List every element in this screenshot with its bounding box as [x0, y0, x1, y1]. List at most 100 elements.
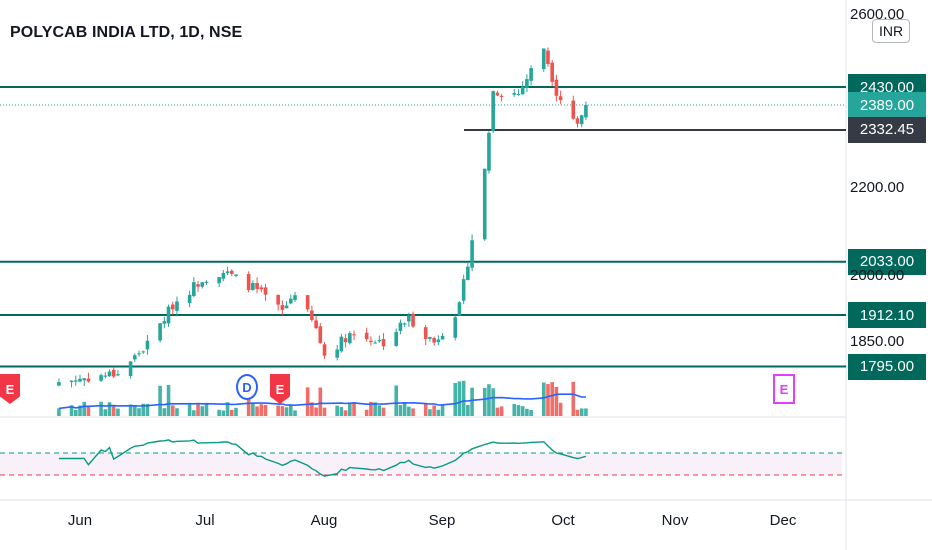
- volume-bar: [499, 406, 504, 416]
- volume-bar: [116, 408, 120, 416]
- volume-bar: [440, 405, 445, 416]
- volume-bar: [141, 403, 146, 416]
- candle-body: [339, 336, 344, 352]
- candle-body: [111, 369, 116, 377]
- volume-bar: [204, 403, 209, 416]
- price-axis-top-label: 2600.00: [850, 6, 905, 23]
- volume-bar: [133, 406, 137, 416]
- candle-body: [69, 380, 74, 383]
- volume-bars: [57, 380, 588, 416]
- candle-body: [453, 317, 458, 338]
- candle-body: [487, 132, 491, 171]
- volume-bar: [289, 404, 293, 416]
- candle-body: [158, 323, 162, 341]
- volume-bar: [512, 403, 517, 416]
- earnings-marker-0[interactable]: E: [0, 374, 20, 404]
- candle-body: [78, 378, 82, 382]
- candle-body: [466, 266, 470, 280]
- earnings-marker-3[interactable]: E: [773, 374, 795, 404]
- volume-bar: [137, 408, 141, 416]
- volume-bar: [111, 405, 116, 416]
- horizontal-levels[interactable]: [0, 86, 846, 368]
- volume-bar: [369, 401, 373, 416]
- volume-bar: [200, 406, 205, 416]
- volume-bar: [525, 408, 529, 416]
- candle-body: [255, 283, 259, 290]
- candle-body: [141, 351, 146, 353]
- volume-ma-line: [58, 393, 586, 410]
- candle-body: [558, 96, 563, 101]
- dividend-marker-1[interactable]: D: [236, 374, 258, 400]
- candle-body: [225, 271, 230, 274]
- candle-body: [364, 332, 369, 340]
- volume-bar: [187, 404, 192, 416]
- candle-body: [293, 295, 297, 300]
- volume-bar: [394, 385, 398, 416]
- candlestick-series: [57, 47, 588, 388]
- volume-bar: [128, 404, 133, 416]
- volume-bar: [520, 406, 525, 416]
- volume-bar: [470, 387, 474, 416]
- volume-bar: [335, 405, 339, 416]
- volume-bar: [466, 404, 470, 416]
- volume-bar: [584, 408, 588, 416]
- candle-body: [373, 342, 377, 344]
- price-label-2332-45: 2332.45: [848, 116, 926, 143]
- volume-bar: [103, 409, 108, 416]
- price-label-1850-00: 1850.00: [850, 333, 905, 351]
- volume-bar: [482, 387, 487, 416]
- candle-body: [204, 281, 209, 283]
- candle-body: [276, 294, 280, 305]
- volume-ma: [58, 393, 586, 410]
- volume-bar: [352, 402, 356, 416]
- volume-bar: [495, 407, 500, 416]
- volume-bar: [82, 401, 87, 416]
- volume-bar: [423, 403, 428, 416]
- candle-body: [196, 284, 200, 287]
- volume-bar: [550, 382, 554, 416]
- volume-bar: [322, 407, 327, 416]
- candle-body: [525, 79, 529, 88]
- rsi-pane: [0, 452, 842, 476]
- earnings-marker-2[interactable]: E: [270, 374, 290, 404]
- price-label-2389-00: 2389.00: [848, 92, 926, 119]
- volume-bar: [457, 381, 462, 416]
- candle-body: [305, 295, 310, 310]
- candle-body: [280, 305, 285, 310]
- price-label-1912-10: 1912.10: [848, 302, 926, 328]
- candle-body: [554, 79, 559, 96]
- candle-body: [377, 339, 382, 342]
- candle-body: [402, 323, 407, 325]
- candle-body: [335, 349, 339, 358]
- rsi-band: [0, 453, 842, 475]
- candle-body: [200, 282, 205, 287]
- volume-bar: [162, 408, 167, 416]
- currency-button[interactable]: INR: [872, 19, 910, 43]
- candle-body: [166, 306, 171, 324]
- candle-body: [128, 361, 133, 376]
- volume-bar: [293, 410, 297, 416]
- candle-body: [192, 282, 196, 297]
- volume-bar: [579, 408, 584, 416]
- candle-body: [470, 240, 474, 268]
- price-label-2033-00: 2033.00: [848, 248, 926, 275]
- candle-body: [57, 382, 61, 386]
- volume-bar: [192, 410, 196, 416]
- rsi-line: [58, 439, 587, 477]
- candle-body: [394, 331, 398, 346]
- volume-bar: [411, 408, 415, 416]
- volume-bar: [428, 409, 432, 416]
- candle-body: [398, 322, 403, 331]
- volume-bar: [259, 404, 264, 416]
- volume-bar: [571, 381, 576, 416]
- candle-body: [234, 274, 238, 276]
- candle-body: [529, 68, 533, 81]
- candle-body: [314, 320, 318, 329]
- rsi-line: [58, 439, 587, 477]
- volume-bar: [318, 387, 323, 416]
- volume-bar: [145, 403, 150, 416]
- candle-body: [440, 335, 445, 340]
- candle-body: [99, 375, 103, 381]
